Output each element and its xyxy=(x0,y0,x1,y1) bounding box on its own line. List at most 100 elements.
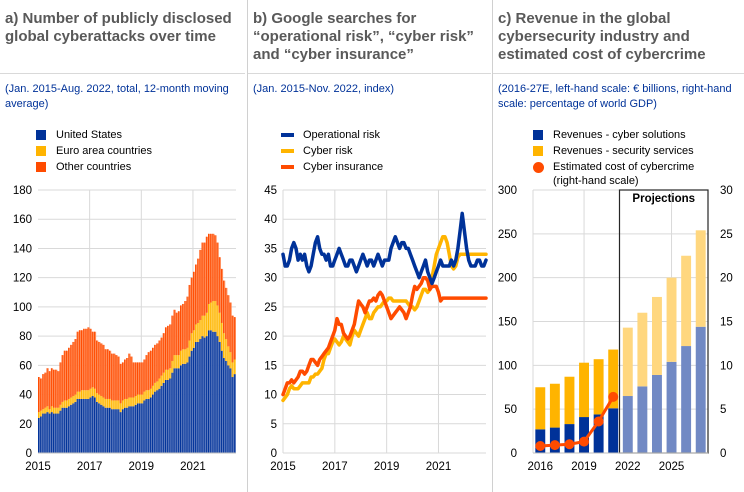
bar-segment-united-states xyxy=(109,407,112,453)
bar-segment-other-countries xyxy=(145,355,148,391)
bar-segment-euro-area-countries xyxy=(147,390,150,399)
bar-segment-edge xyxy=(205,312,207,337)
bar-segment-euro-area-countries xyxy=(117,400,120,410)
bar-segment-other-countries xyxy=(65,350,69,401)
y-tick-label: 180 xyxy=(13,185,32,197)
bar-segment-edge xyxy=(98,403,100,453)
bar-segment-united-states xyxy=(50,412,54,453)
bar-segment-edge xyxy=(126,407,128,453)
bar-segment-edge xyxy=(199,339,201,453)
bar-segment-euro-area-countries xyxy=(203,315,206,338)
y-tick-label: 60 xyxy=(19,360,32,372)
bar-segment-other-countries xyxy=(212,233,215,302)
bar-segment-edge xyxy=(44,407,46,414)
y-tick-label: 40 xyxy=(19,390,32,402)
bar-segment-united-states xyxy=(227,365,230,453)
bar-segment-other-countries xyxy=(50,368,54,407)
point-cybercrime-cost xyxy=(579,436,590,447)
bar-segment-euro-area-countries xyxy=(225,339,228,361)
bar-segment-edge xyxy=(70,344,72,398)
bar-segment-united-states xyxy=(98,403,101,453)
bar-segment-other-countries xyxy=(48,371,51,410)
bar-segment-edge xyxy=(98,341,100,395)
bar-segment-united-states xyxy=(188,356,191,453)
y-tick-label: 0 xyxy=(26,448,32,460)
bar-segment-euro-area-countries xyxy=(72,396,75,404)
bar-segment-edge xyxy=(134,362,136,397)
panel-b-divider xyxy=(248,73,491,74)
bar-segment-edge xyxy=(149,350,151,389)
bar-segment-other-countries xyxy=(143,359,146,392)
bar-segment-edge xyxy=(102,406,104,453)
bar-segment-edge xyxy=(162,372,164,383)
bar-segment-euro-area-countries xyxy=(231,362,234,378)
bar-segment-edge xyxy=(184,349,186,364)
y-tick-label: 5 xyxy=(271,419,277,431)
bar-security-services xyxy=(666,277,677,362)
bar-segment-edge xyxy=(96,393,98,402)
bar-segment-edge xyxy=(96,340,98,394)
bar-segment-edge xyxy=(160,385,162,453)
bar-segment-euro-area-countries xyxy=(169,368,172,379)
bar-segment-united-states xyxy=(143,400,146,453)
bar-segment-edge xyxy=(141,362,143,395)
bar-segment-edge xyxy=(188,284,190,341)
bar-segment-euro-area-countries xyxy=(160,375,163,386)
bar-segment-edge xyxy=(132,362,134,398)
bar-segment-edge xyxy=(218,312,220,342)
bar-segment-united-states xyxy=(83,398,86,453)
bar-segment-united-states xyxy=(65,407,69,453)
bar-cyber-solutions xyxy=(666,361,677,453)
bar-segment-edge xyxy=(197,258,199,323)
bar-segment-edge xyxy=(124,407,126,453)
bar-segment-other-countries xyxy=(223,280,226,334)
bar-segment-edge xyxy=(229,368,231,453)
bar-security-services xyxy=(695,230,706,327)
bar-segment-edge xyxy=(214,301,216,332)
bar-segment-edge xyxy=(93,388,95,398)
bar-segment-united-states xyxy=(78,398,82,453)
bar-segment-united-states xyxy=(55,413,58,453)
bar-segment-other-countries xyxy=(55,369,58,408)
legend-item-security-services: Revenues - security services xyxy=(533,143,694,159)
bar-segment-edge xyxy=(106,398,108,408)
y-tick-label-right: 25 xyxy=(720,229,733,241)
bar-segment-united-states xyxy=(175,368,178,453)
bar-segment-euro-area-countries xyxy=(61,401,64,408)
bar-segment-edge xyxy=(85,390,87,399)
bar-segment-edge xyxy=(141,403,143,453)
bar-segment-edge xyxy=(167,379,169,453)
bar-segment-edge xyxy=(203,337,205,453)
bar-segment-edge xyxy=(130,397,132,407)
bar-segment-euro-area-countries xyxy=(130,397,133,407)
bar-segment-united-states xyxy=(208,330,211,453)
legend-item-other-countries: Other countries xyxy=(36,159,152,175)
bar-segment-edge xyxy=(143,400,145,453)
bar-segment-euro-area-countries xyxy=(91,387,94,397)
bar-segment-other-countries xyxy=(83,328,86,391)
bar-segment-edge xyxy=(216,242,218,306)
bar-segment-euro-area-countries xyxy=(83,390,86,399)
bar-segment-edge xyxy=(171,360,173,373)
bar-segment-united-states xyxy=(74,401,77,453)
bar-segment-united-states xyxy=(91,396,94,453)
panel-b: b) Google searches for “operational risk… xyxy=(247,0,491,492)
bar-segment-edge xyxy=(227,365,229,453)
bar-segment-edge xyxy=(225,287,227,340)
bar-segment-edge xyxy=(139,362,141,395)
bar-segment-edge xyxy=(76,391,78,399)
bar-segment-other-countries xyxy=(111,353,114,401)
bar-segment-edge xyxy=(57,371,59,408)
bar-segment-edge xyxy=(182,303,184,350)
bar-segment-euro-area-countries xyxy=(115,400,118,410)
bar-segment-edge xyxy=(175,355,177,369)
bar-segment-edge xyxy=(81,390,83,399)
bar-segment-edge xyxy=(121,400,123,410)
y-tick-label: 100 xyxy=(13,302,32,314)
bar-segment-united-states xyxy=(197,341,200,453)
bar-segment-other-countries xyxy=(113,353,116,401)
bar-segment-edge xyxy=(104,407,106,453)
bar-segment-united-states xyxy=(218,341,221,453)
bar-segment-euro-area-countries xyxy=(78,391,82,399)
bar-segment-edge xyxy=(46,406,48,413)
